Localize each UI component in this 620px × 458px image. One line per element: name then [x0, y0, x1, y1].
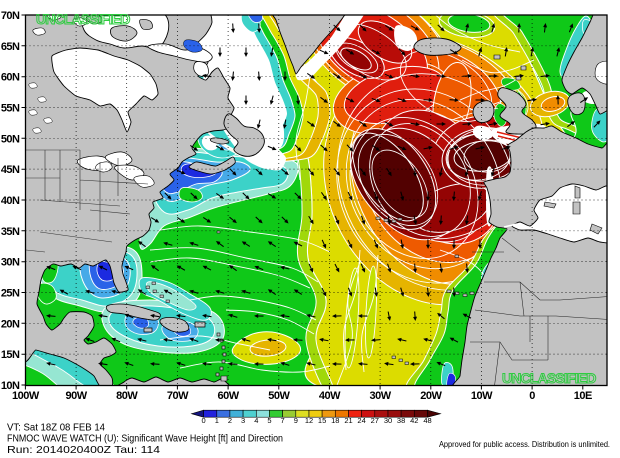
svg-text:1: 1 — [215, 416, 219, 425]
svg-text:12: 12 — [305, 416, 313, 425]
svg-text:3: 3 — [241, 416, 245, 425]
svg-text:10N: 10N — [1, 380, 20, 392]
svg-text:Run: 2014020400Z Tau: 114: Run: 2014020400Z Tau: 114 — [7, 444, 160, 456]
svg-text:21: 21 — [344, 416, 352, 425]
svg-text:60W: 60W — [218, 390, 240, 402]
svg-text:2: 2 — [228, 416, 232, 425]
svg-text:100W: 100W — [12, 390, 40, 402]
svg-text:90W: 90W — [66, 390, 88, 402]
svg-text:45N: 45N — [1, 164, 20, 176]
svg-text:UNCLASSIFIED: UNCLASSIFIED — [502, 370, 597, 386]
svg-text:65N: 65N — [1, 41, 20, 53]
svg-text:80W: 80W — [116, 390, 138, 402]
svg-text:20W: 20W — [420, 390, 442, 402]
svg-text:55N: 55N — [1, 103, 20, 115]
svg-text:50W: 50W — [268, 390, 290, 402]
svg-text:25N: 25N — [1, 288, 20, 300]
svg-text:24: 24 — [357, 416, 365, 425]
svg-text:10E: 10E — [574, 390, 592, 402]
svg-text:40W: 40W — [319, 390, 341, 402]
svg-text:0: 0 — [202, 416, 206, 425]
svg-text:FNMOC WAVE WATCH (U): Signific: FNMOC WAVE WATCH (U): Significant Wave H… — [7, 433, 283, 445]
svg-text:60N: 60N — [1, 72, 20, 84]
svg-text:15: 15 — [318, 416, 326, 425]
svg-text:27: 27 — [371, 416, 379, 425]
svg-text:70W: 70W — [167, 390, 189, 402]
svg-text:VT: Sat 18Z 08 FEB 14: VT: Sat 18Z 08 FEB 14 — [7, 422, 105, 434]
svg-text:7: 7 — [281, 416, 285, 425]
svg-text:38: 38 — [397, 416, 405, 425]
svg-text:15N: 15N — [1, 349, 20, 361]
svg-text:10W: 10W — [471, 390, 493, 402]
svg-text:70N: 70N — [1, 10, 20, 22]
svg-text:30: 30 — [384, 416, 392, 425]
svg-text:50N: 50N — [1, 133, 20, 145]
svg-text:42: 42 — [410, 416, 418, 425]
svg-text:Approved for public access. Di: Approved for public access. Distribution… — [439, 440, 610, 449]
svg-text:UNCLASSIFIED: UNCLASSIFIED — [36, 11, 131, 27]
svg-text:30W: 30W — [370, 390, 392, 402]
svg-text:4: 4 — [254, 416, 258, 425]
svg-text:18: 18 — [331, 416, 339, 425]
svg-text:20N: 20N — [1, 318, 20, 330]
svg-text:5: 5 — [267, 416, 271, 425]
svg-text:30N: 30N — [1, 257, 20, 269]
svg-text:9: 9 — [294, 416, 298, 425]
svg-text:40N: 40N — [1, 195, 20, 207]
svg-text:48: 48 — [423, 416, 431, 425]
svg-text:35N: 35N — [1, 226, 20, 238]
svg-text:0: 0 — [529, 390, 535, 402]
